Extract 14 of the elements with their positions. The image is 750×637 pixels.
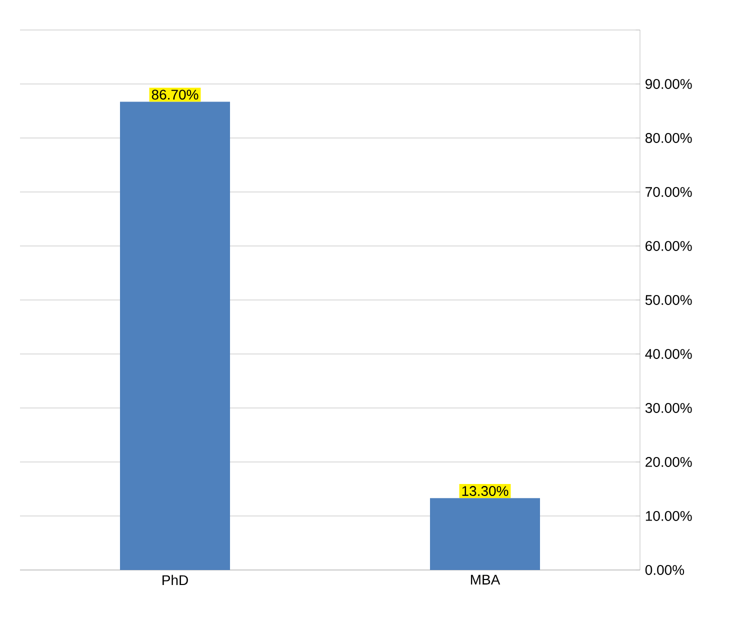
y-tick-label: 70.00%	[646, 187, 692, 197]
y-tick-label: 10.00%	[646, 511, 692, 521]
y-tick-label: 0.00%	[645, 565, 684, 575]
x-tick-label: MBA	[470, 574, 500, 584]
data-label: 86.70%	[152, 90, 198, 100]
y-tick-label: 60.00%	[646, 241, 692, 251]
y-tick-label: 50.00%	[645, 295, 692, 305]
y-tick-label: 30.00%	[645, 403, 692, 413]
y-tick-label: 80.00%	[645, 133, 692, 143]
y-tick-label: 90.00%	[646, 79, 692, 89]
x-tick-label: PhD	[162, 574, 188, 585]
y-tick-label: 40.00%	[645, 349, 692, 359]
y-tick-label: 20.00%	[646, 457, 692, 467]
data-label: 13.30%	[462, 486, 508, 496]
